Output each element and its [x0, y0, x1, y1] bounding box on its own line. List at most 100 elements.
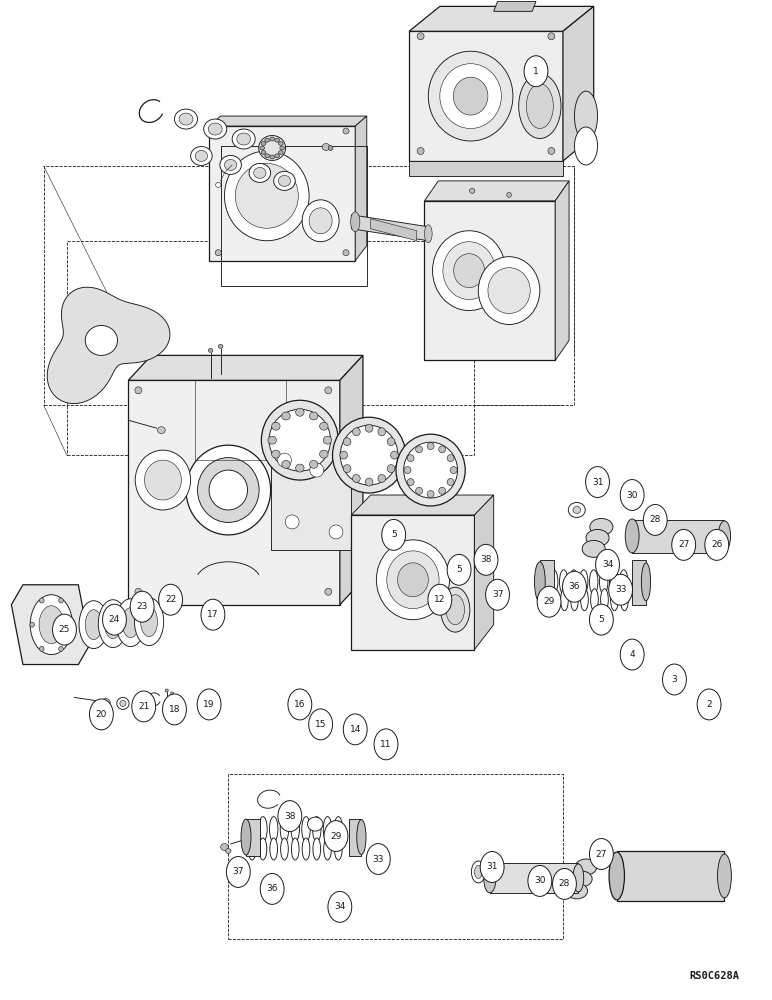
Polygon shape [340, 355, 363, 605]
Ellipse shape [570, 570, 578, 594]
Ellipse shape [447, 455, 454, 462]
Ellipse shape [586, 529, 609, 546]
Ellipse shape [334, 838, 342, 860]
Polygon shape [475, 495, 493, 650]
Ellipse shape [441, 587, 470, 632]
Ellipse shape [417, 147, 424, 154]
Polygon shape [351, 515, 475, 650]
Ellipse shape [323, 436, 332, 444]
Ellipse shape [344, 438, 351, 446]
Ellipse shape [454, 254, 485, 288]
Text: 3: 3 [672, 675, 677, 684]
Ellipse shape [534, 562, 545, 602]
Ellipse shape [261, 150, 266, 154]
Ellipse shape [494, 585, 500, 595]
Ellipse shape [387, 551, 439, 609]
Text: 25: 25 [59, 625, 70, 634]
Ellipse shape [590, 570, 598, 594]
Text: 27: 27 [596, 850, 607, 859]
Ellipse shape [39, 598, 44, 603]
Ellipse shape [59, 646, 63, 651]
Text: 26: 26 [711, 540, 723, 549]
Ellipse shape [220, 155, 242, 174]
Ellipse shape [621, 589, 628, 611]
Circle shape [590, 604, 613, 635]
Ellipse shape [353, 428, 361, 436]
Text: 38: 38 [480, 555, 492, 564]
Ellipse shape [506, 192, 511, 197]
Text: 18: 18 [169, 705, 180, 714]
Ellipse shape [609, 852, 625, 900]
Text: 31: 31 [486, 862, 498, 871]
Ellipse shape [404, 442, 458, 498]
Ellipse shape [378, 474, 386, 482]
Polygon shape [349, 819, 361, 856]
Ellipse shape [453, 77, 488, 115]
Ellipse shape [343, 128, 349, 134]
Text: 29: 29 [543, 597, 555, 606]
Ellipse shape [260, 146, 265, 150]
Ellipse shape [611, 589, 618, 611]
Ellipse shape [432, 231, 506, 311]
Ellipse shape [350, 212, 360, 232]
Ellipse shape [328, 145, 333, 150]
Ellipse shape [208, 348, 213, 352]
Ellipse shape [282, 460, 290, 468]
Polygon shape [128, 355, 363, 380]
Circle shape [130, 591, 154, 622]
Ellipse shape [270, 838, 278, 860]
Ellipse shape [447, 479, 454, 486]
Ellipse shape [285, 515, 299, 529]
Text: 30: 30 [534, 876, 546, 885]
Ellipse shape [259, 838, 267, 860]
Ellipse shape [391, 451, 398, 459]
Text: 21: 21 [138, 702, 150, 711]
Ellipse shape [165, 689, 168, 692]
Text: 31: 31 [592, 478, 603, 487]
Ellipse shape [484, 863, 496, 893]
Ellipse shape [427, 491, 434, 498]
Polygon shape [632, 560, 646, 605]
Ellipse shape [310, 463, 323, 477]
Text: 5: 5 [598, 615, 604, 624]
Ellipse shape [573, 506, 581, 513]
Circle shape [662, 664, 686, 695]
Ellipse shape [179, 113, 193, 125]
Ellipse shape [30, 595, 73, 655]
Ellipse shape [404, 467, 411, 474]
Ellipse shape [343, 250, 349, 256]
Ellipse shape [215, 250, 222, 256]
Text: 5: 5 [456, 565, 462, 574]
Text: 23: 23 [137, 602, 148, 611]
Ellipse shape [417, 33, 424, 40]
Ellipse shape [174, 109, 198, 129]
Ellipse shape [340, 451, 347, 459]
Ellipse shape [519, 74, 561, 139]
Ellipse shape [609, 570, 618, 594]
Ellipse shape [313, 817, 321, 842]
Ellipse shape [625, 519, 639, 553]
Ellipse shape [581, 589, 588, 611]
Ellipse shape [195, 150, 208, 161]
Text: 20: 20 [96, 710, 107, 719]
Ellipse shape [550, 589, 558, 611]
Ellipse shape [117, 697, 129, 709]
Ellipse shape [575, 859, 597, 875]
Ellipse shape [278, 453, 291, 467]
Ellipse shape [334, 817, 343, 842]
Ellipse shape [322, 143, 330, 150]
Circle shape [474, 544, 498, 575]
Ellipse shape [225, 849, 231, 854]
Ellipse shape [85, 325, 117, 355]
Ellipse shape [120, 700, 126, 706]
Text: 17: 17 [207, 610, 218, 619]
Ellipse shape [472, 861, 486, 883]
Ellipse shape [291, 838, 299, 860]
Text: 37: 37 [232, 867, 244, 876]
Ellipse shape [320, 422, 328, 430]
Ellipse shape [591, 589, 598, 611]
Ellipse shape [296, 464, 304, 472]
Polygon shape [409, 161, 563, 176]
Ellipse shape [619, 570, 628, 594]
Ellipse shape [323, 838, 331, 860]
